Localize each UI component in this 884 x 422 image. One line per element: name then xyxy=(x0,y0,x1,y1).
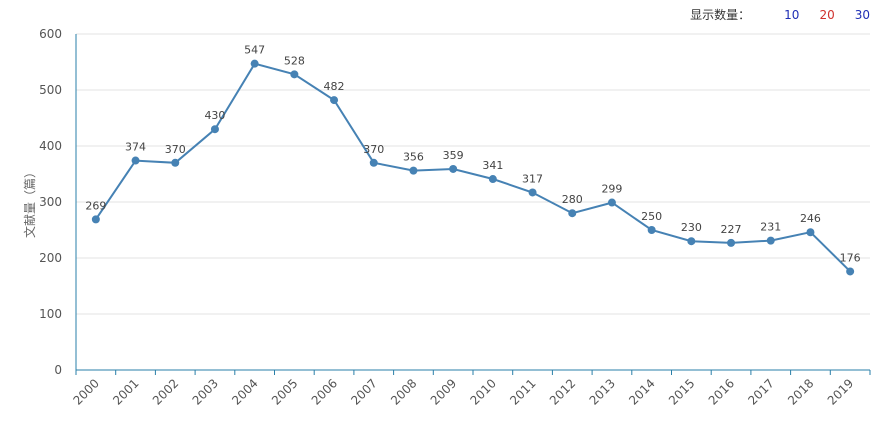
x-tick-label: 2009 xyxy=(428,376,459,407)
data-label: 230 xyxy=(681,221,702,234)
data-point[interactable] xyxy=(488,175,497,184)
x-tick-label: 2006 xyxy=(309,376,340,407)
data-point[interactable] xyxy=(568,209,577,218)
y-axis-label: 文献量（篇） xyxy=(22,166,37,238)
x-tick-label: 2019 xyxy=(825,376,856,407)
data-point[interactable] xyxy=(369,158,378,167)
display-count-option-10[interactable]: 10 xyxy=(784,7,800,22)
data-label: 250 xyxy=(641,210,662,223)
y-tick-labels: 0 100 200 300 400 500 600 xyxy=(39,27,62,377)
data-label: 374 xyxy=(125,141,146,154)
data-point[interactable] xyxy=(330,96,339,105)
data-point[interactable] xyxy=(647,226,656,234)
data-point[interactable] xyxy=(171,158,180,167)
axes xyxy=(75,34,871,375)
x-tick-label: 2015 xyxy=(666,376,697,407)
x-tick-label: 2008 xyxy=(388,376,419,407)
data-label: 269 xyxy=(85,199,106,212)
data-label: 547 xyxy=(244,44,265,57)
x-tick-label: 2004 xyxy=(229,376,260,407)
display-count-option-30[interactable]: 30 xyxy=(854,7,870,22)
x-tick-label: 2000 xyxy=(70,376,101,407)
y-tick-label: 600 xyxy=(39,27,62,41)
data-point[interactable] xyxy=(290,70,299,79)
data-label: 430 xyxy=(204,109,225,122)
data-label: 359 xyxy=(443,149,464,162)
data-labels: 269 374 370 430 547 528 482 370 356 359 341 317 280 2… xyxy=(85,44,860,265)
x-tick-label: 2002 xyxy=(150,376,181,407)
x-tick-label: 2010 xyxy=(467,376,498,407)
x-tick-label: 2012 xyxy=(547,376,578,407)
data-label: 317 xyxy=(522,172,543,185)
y-tick-label: 0 xyxy=(54,363,62,377)
data-label: 341 xyxy=(482,159,503,172)
data-points xyxy=(91,59,855,276)
data-label: 370 xyxy=(363,143,384,156)
x-tick-label: 2014 xyxy=(626,376,657,407)
data-label: 280 xyxy=(562,193,583,206)
y-tick-label: 400 xyxy=(39,139,62,153)
data-label: 299 xyxy=(601,183,622,196)
series-line xyxy=(94,62,851,273)
data-point[interactable] xyxy=(766,236,775,245)
grid-lines xyxy=(76,33,870,315)
data-point[interactable] xyxy=(607,198,616,207)
display-count-option-20[interactable]: 20 xyxy=(819,7,835,22)
y-tick-label: 100 xyxy=(39,307,62,321)
y-tick-label: 500 xyxy=(39,83,62,97)
data-point[interactable] xyxy=(210,125,219,134)
x-tick-label: 2007 xyxy=(348,376,379,407)
x-tick-label: 2018 xyxy=(785,376,816,407)
data-label: 227 xyxy=(721,223,742,236)
y-tick-label: 300 xyxy=(39,195,62,209)
data-point[interactable] xyxy=(91,215,100,224)
x-tick-label: 2001 xyxy=(110,376,141,407)
data-label: 482 xyxy=(324,80,345,93)
data-label: 231 xyxy=(760,221,781,234)
x-tick-label: 2017 xyxy=(745,376,776,407)
x-tick-label: 2011 xyxy=(507,376,538,407)
data-label: 528 xyxy=(284,54,305,67)
x-tick-label: 2003 xyxy=(190,376,221,407)
display-count-controls: 显示数量： 10 20 30 xyxy=(690,6,870,23)
x-tick-label: 2016 xyxy=(706,376,737,407)
x-tick-labels: 2000 2001 2002 2003 2004 2005 2006 2007 2008 2009… xyxy=(70,376,856,407)
data-point[interactable] xyxy=(687,237,696,246)
x-tick-label: 2005 xyxy=(269,376,300,407)
data-label: 176 xyxy=(840,251,861,264)
data-label: 370 xyxy=(165,143,186,156)
data-label: 246 xyxy=(800,212,821,225)
display-count-label: 显示数量： xyxy=(690,8,751,22)
data-point[interactable] xyxy=(528,188,537,197)
y-tick-label: 200 xyxy=(39,251,62,265)
data-point[interactable] xyxy=(727,238,736,247)
data-point[interactable] xyxy=(409,166,418,175)
data-point[interactable] xyxy=(131,156,140,165)
data-point[interactable] xyxy=(806,228,815,237)
data-label: 356 xyxy=(403,151,424,164)
data-point[interactable] xyxy=(846,267,855,276)
x-tick-label: 2013 xyxy=(587,376,618,407)
data-point[interactable] xyxy=(449,164,458,173)
data-point[interactable] xyxy=(250,59,259,68)
